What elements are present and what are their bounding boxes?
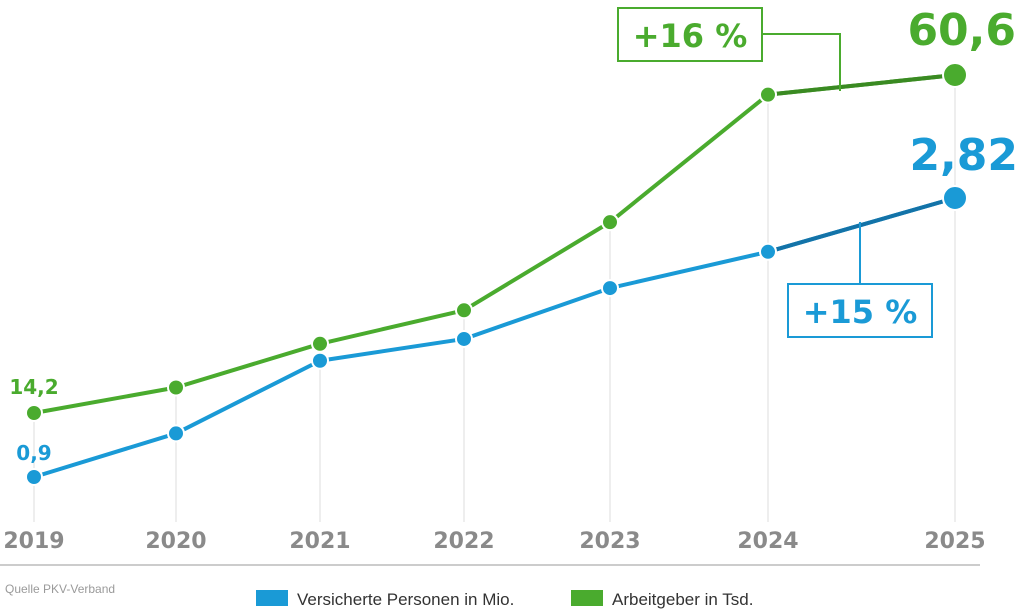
end-label-versicherte: 2,82 (909, 130, 1018, 181)
x-tick-label-2021: 2021 (289, 529, 350, 554)
callout-box-versicherte (787, 283, 933, 338)
legend-swatch-versicherte (256, 590, 288, 606)
legend-label-versicherte: Versicherte Personen in Mio. (297, 590, 514, 609)
x-tick-label-2025: 2025 (924, 529, 985, 554)
legend-item-arbeitgeber: Arbeitgeber in Tsd. (571, 590, 753, 609)
callout-box-arbeitgeber (617, 7, 763, 62)
x-tick-label-2019: 2019 (3, 529, 64, 554)
end-label-arbeitgeber: 60,6 (907, 5, 1016, 56)
start-label-arbeitgeber: 14,2 (9, 375, 58, 399)
data-point-versicherte-2020 (167, 424, 185, 443)
callout-text-arbeitgeber: +16 % (633, 17, 748, 55)
data-point-arbeitgeber-2024 (759, 85, 777, 104)
callout-leader-arbeitgeber (762, 33, 841, 91)
callout-text-versicherte: +15 % (803, 293, 918, 331)
legend-swatch-arbeitgeber (571, 590, 603, 606)
data-point-versicherte-2023 (601, 279, 619, 298)
x-tick-label-2020: 2020 (145, 529, 206, 554)
legend: Versicherte Personen in Mio. Arbeitgeber… (256, 590, 753, 609)
series-line-arbeitgeber (32, 73, 957, 415)
value-labels: 14,2 0,9 60,6 2,82 (9, 5, 1018, 465)
data-point-versicherte-2019 (25, 468, 43, 486)
x-tick-label-2024: 2024 (737, 529, 798, 554)
data-point-versicherte-2025 (942, 185, 968, 211)
x-tick-label-2023: 2023 (579, 529, 640, 554)
data-point-arbeitgeber-2019 (25, 404, 43, 422)
x-tick-label-2022: 2022 (433, 529, 494, 554)
source-note: Quelle PKV-Verband (5, 582, 115, 596)
x-tick-labels: 2019 2020 2021 2022 2023 2024 2025 (3, 529, 985, 554)
data-point-arbeitgeber-2020 (167, 378, 185, 397)
series-lines (25, 62, 968, 486)
series-last-segment-arbeitgeber (766, 73, 957, 97)
callouts: +16 % +15 % (617, 7, 933, 338)
data-point-versicherte-2022 (455, 329, 473, 348)
data-point-versicherte-2021 (311, 351, 329, 370)
data-point-arbeitgeber-2023 (601, 213, 619, 232)
data-point-arbeitgeber-2025 (942, 62, 968, 88)
legend-label-arbeitgeber: Arbeitgeber in Tsd. (612, 590, 753, 609)
data-point-arbeitgeber-2021 (311, 334, 329, 353)
start-label-versicherte: 0,9 (16, 441, 51, 465)
legend-item-versicherte: Versicherte Personen in Mio. (256, 590, 514, 609)
data-point-versicherte-2024 (759, 242, 777, 261)
data-point-arbeitgeber-2022 (455, 301, 473, 320)
series-last-segment-versicherte (766, 196, 957, 254)
